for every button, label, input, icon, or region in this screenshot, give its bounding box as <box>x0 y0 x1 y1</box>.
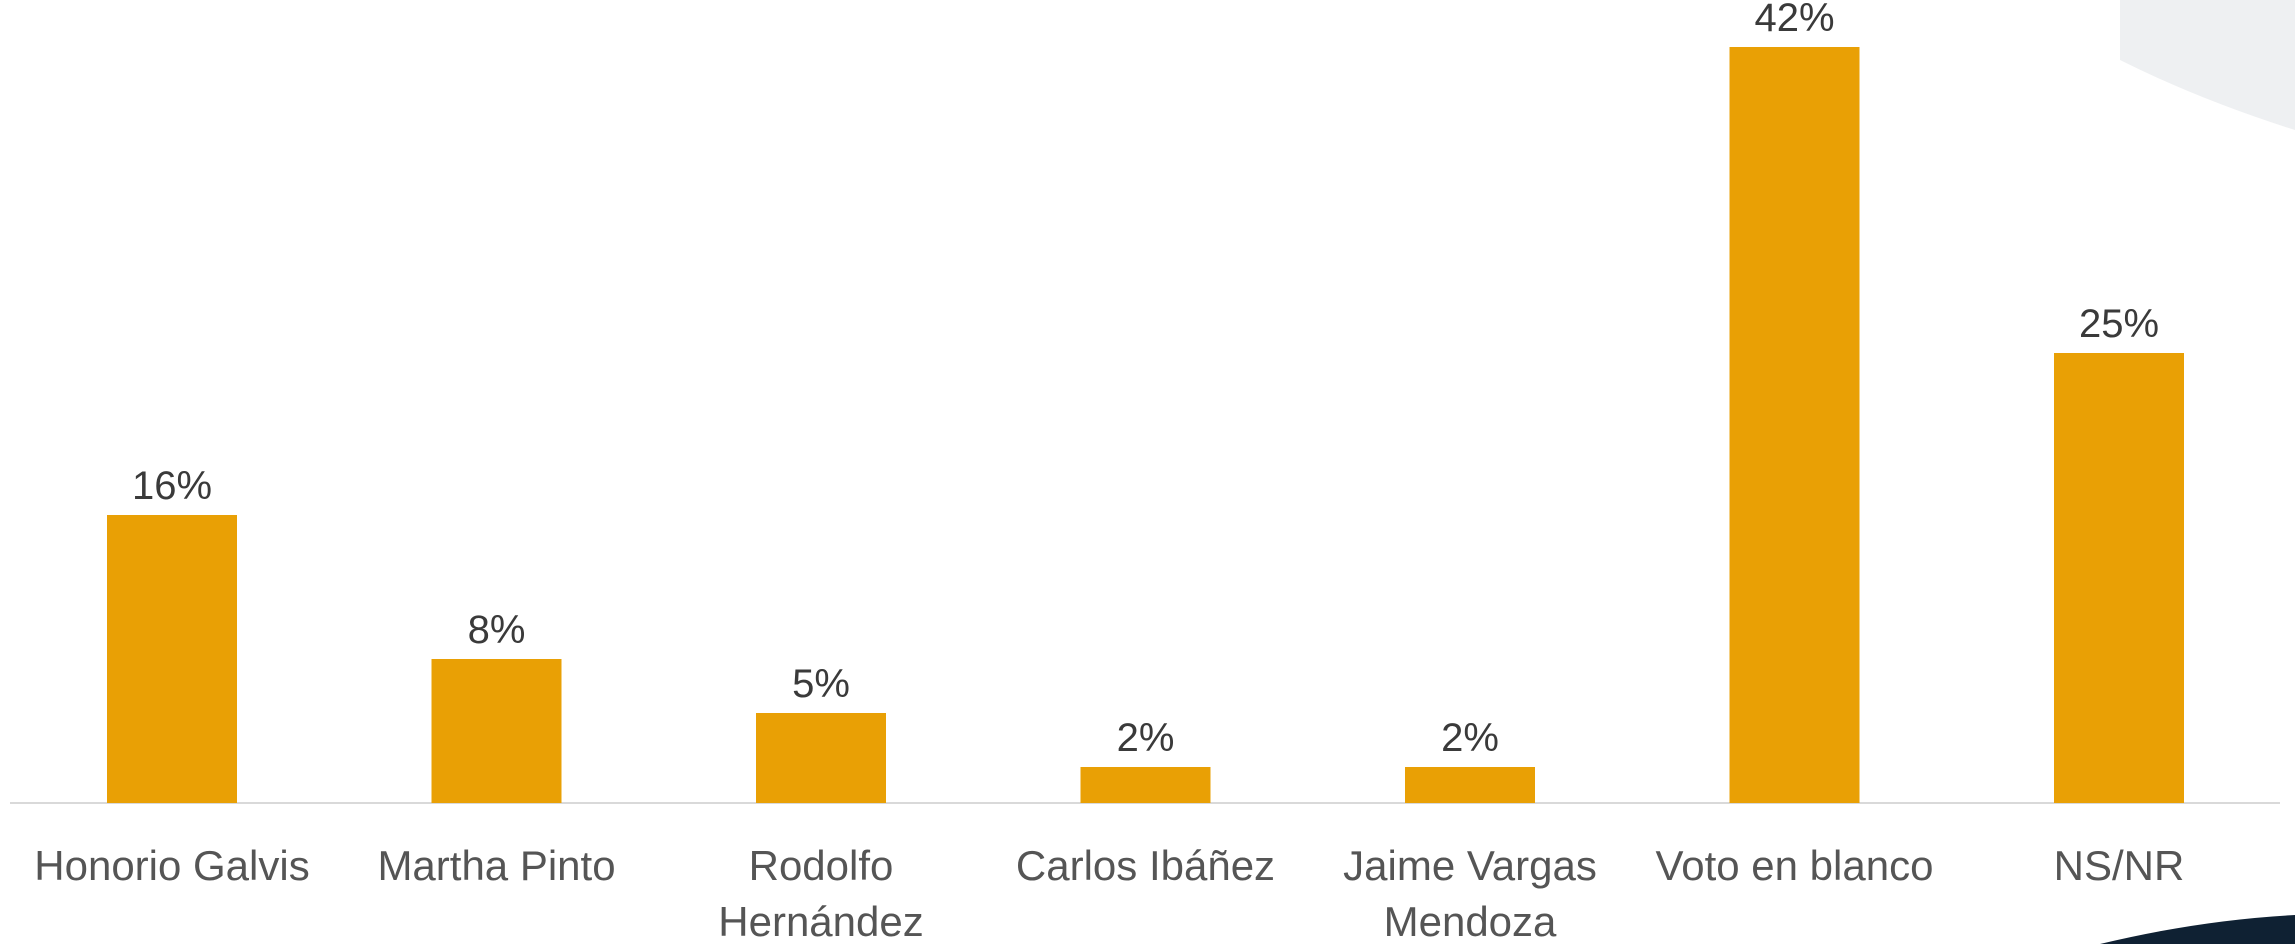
category-label-line: Carlos Ibáñez <box>1016 842 1275 889</box>
bar-0 <box>107 515 237 803</box>
category-label-line: Jaime Vargas <box>1343 842 1597 889</box>
category-label-line: NS/NR <box>2054 842 2185 889</box>
category-label-0: Honorio Galvis <box>34 842 309 889</box>
data-label-2: 5% <box>792 662 850 706</box>
category-label-line: Martha Pinto <box>377 842 615 889</box>
bar-5 <box>1729 47 1860 803</box>
bar-4 <box>1405 767 1535 803</box>
data-label-4: 2% <box>1441 716 1499 760</box>
category-label-3: Carlos Ibáñez <box>1016 842 1275 889</box>
corner-shade <box>2120 0 2295 130</box>
category-label-2: Rodolfo Hernández <box>718 842 923 944</box>
category-label-5: Voto en blanco <box>1656 842 1934 889</box>
category-labels-group: Honorio Galvis Martha Pinto Rodolfo Hernánd… <box>34 842 2184 944</box>
category-label-4: Jaime Vargas Mendoza <box>1343 842 1597 944</box>
category-label-1: Martha Pinto <box>377 842 615 889</box>
bar-2 <box>756 713 886 803</box>
category-label-line: Honorio Galvis <box>34 842 309 889</box>
bar-1 <box>431 659 562 803</box>
data-label-0: 16% <box>132 464 212 508</box>
corner-accent <box>2100 915 2295 944</box>
bar-3 <box>1080 767 1211 803</box>
bars-group <box>107 47 2184 803</box>
data-labels-group: 16% 8% 5% 2% 2% 42% 25% <box>132 0 2159 760</box>
data-label-3: 2% <box>1117 716 1175 760</box>
data-label-5: 42% <box>1754 0 1834 40</box>
bar-6 <box>2054 353 2184 803</box>
data-label-6: 25% <box>2079 302 2159 346</box>
data-label-1: 8% <box>468 608 526 652</box>
category-label-6: NS/NR <box>2054 842 2185 889</box>
category-label-line: Hernández <box>718 898 923 944</box>
category-label-line: Rodolfo <box>749 842 894 889</box>
category-label-line: Voto en blanco <box>1656 842 1934 889</box>
category-label-line: Mendoza <box>1384 898 1557 944</box>
